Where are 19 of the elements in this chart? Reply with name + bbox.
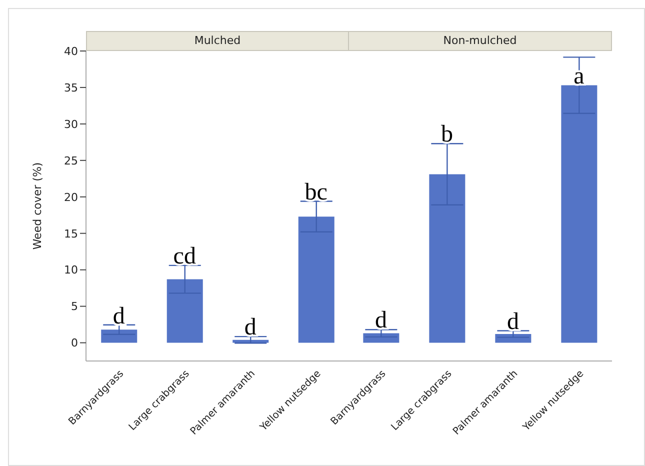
chart-title: Mulched (86, 31, 349, 51)
y-tick-label: 25 (64, 154, 78, 168)
y-tick-label: 15 (64, 227, 78, 240)
annotation: d (375, 308, 387, 334)
y-tick-label: 35 (64, 81, 78, 94)
y-tick-label: 40 (64, 44, 78, 58)
annotation: cd (173, 243, 196, 270)
y-tick-label: 20 (64, 190, 78, 204)
y-tick-label: 10 (64, 264, 78, 277)
annotation: b (441, 122, 453, 148)
y-axis-title: Weed cover (%) (30, 162, 44, 250)
y-tick-label: 5 (71, 300, 78, 314)
annotation: bc (304, 179, 328, 206)
y-tick-label: 0 (71, 336, 78, 350)
y-tick-label: 30 (64, 118, 78, 131)
chart-title: Non-mulched (348, 31, 612, 51)
annotation: d (244, 314, 256, 341)
annotation: d (507, 309, 519, 336)
annotation: d (112, 303, 125, 330)
